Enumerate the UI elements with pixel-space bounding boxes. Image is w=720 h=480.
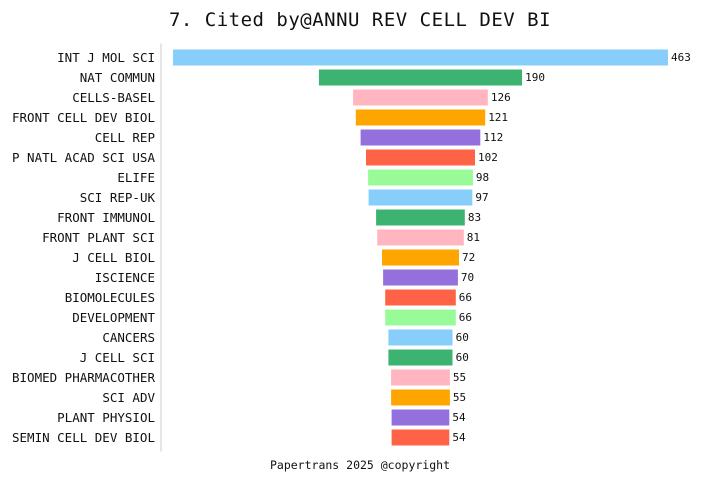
value-label: 81 [467, 231, 480, 244]
category-label: INT J MOL SCI [57, 50, 155, 65]
category-label: BIOMOLECULES [65, 290, 155, 305]
category-label: CANCERS [102, 330, 155, 345]
value-label: 463 [671, 51, 691, 64]
value-label: 97 [475, 191, 488, 204]
bar [391, 429, 450, 446]
value-label: 66 [459, 311, 472, 324]
value-label: 55 [453, 371, 466, 384]
value-label: 54 [452, 431, 466, 444]
bar [391, 409, 450, 426]
bar [385, 289, 456, 306]
category-label: ISCIENCE [95, 270, 155, 285]
category-label: SCI REP-UK [80, 190, 156, 205]
category-label: J CELL BIOL [72, 250, 155, 265]
bar [385, 309, 456, 326]
bar [383, 269, 458, 286]
category-label: PLANT PHYSIOL [57, 410, 155, 425]
footer-copyright: Papertrans 2025 @copyright [269, 458, 450, 472]
value-label: 66 [459, 291, 472, 304]
category-label: CELL REP [95, 130, 155, 145]
value-label: 126 [491, 91, 511, 104]
value-label: 83 [468, 211, 481, 224]
category-label: SCI ADV [102, 390, 155, 405]
category-label: J CELL SCI [80, 350, 155, 365]
bar [368, 169, 473, 186]
category-label: ELIFE [117, 170, 155, 185]
category-label: CELLS-BASEL [72, 90, 155, 105]
bar [391, 369, 450, 386]
bar [366, 149, 475, 166]
bar [318, 69, 522, 86]
category-label: FRONT PLANT SCI [42, 230, 155, 245]
category-label: P NATL ACAD SCI USA [12, 150, 155, 165]
value-label: 102 [478, 151, 498, 164]
category-label: FRONT CELL DEV BIOL [12, 110, 155, 125]
value-label: 98 [476, 171, 489, 184]
value-label: 54 [452, 411, 466, 424]
bar [376, 209, 465, 226]
bar [382, 249, 459, 266]
bar [360, 129, 481, 146]
bar [377, 229, 464, 246]
bar [173, 49, 668, 66]
category-label: NAT COMMUN [80, 70, 155, 85]
value-label: 121 [488, 111, 508, 124]
bar [355, 109, 486, 126]
value-label: 70 [461, 271, 474, 284]
value-label: 60 [456, 331, 469, 344]
bar [368, 189, 473, 206]
category-label: SEMIN CELL DEV BIOL [12, 430, 155, 445]
category-label: FRONT IMMUNOL [57, 210, 155, 225]
value-label: 112 [483, 131, 503, 144]
value-label: 55 [453, 391, 466, 404]
bar [353, 89, 488, 106]
chart-title: 7. Cited by@ANNU REV CELL DEV BI [168, 9, 552, 31]
value-label: 72 [462, 251, 475, 264]
bar [388, 329, 453, 346]
value-label: 190 [525, 71, 545, 84]
category-label: BIOMED PHARMACOTHER [12, 370, 155, 385]
value-label: 60 [456, 351, 469, 364]
bar [388, 349, 453, 366]
category-label: DEVELOPMENT [72, 310, 155, 325]
bar [391, 389, 450, 406]
